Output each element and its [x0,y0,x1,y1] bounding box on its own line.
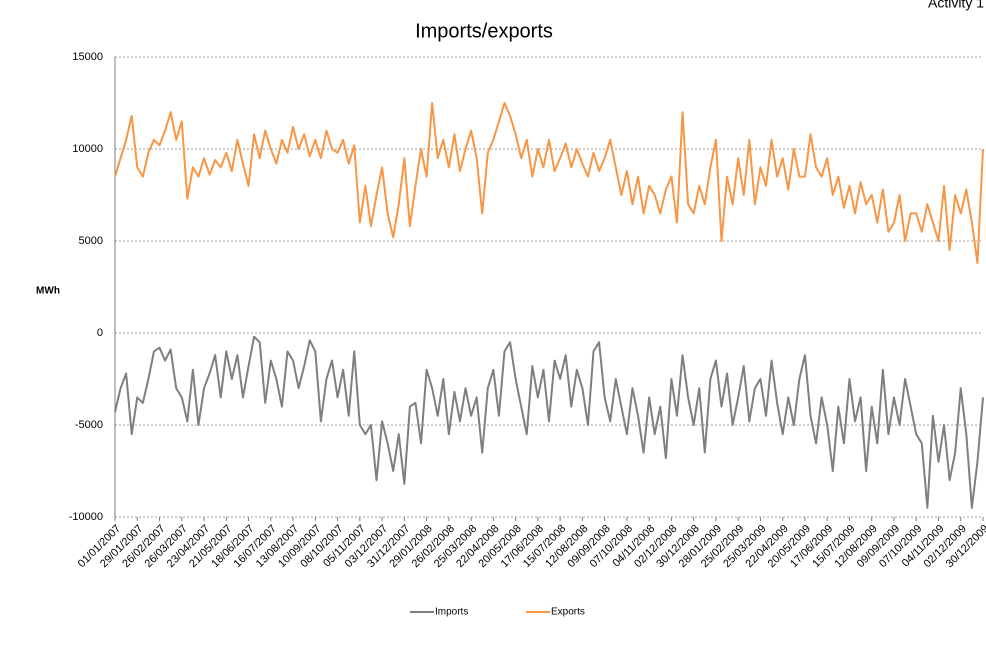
y-tick-label: 10000 [72,143,103,155]
line-series [114,335,984,509]
annotation: Activity 1 [928,0,984,11]
y-tick-label: -10000 [69,511,103,523]
line-series [114,102,984,265]
y-axis-label: MWh [36,286,60,297]
y-tick-label: 15000 [72,51,103,63]
chart-title: Imports/exports [415,20,553,42]
y-tick-label: 5000 [79,235,103,247]
y-tick-label: -5000 [75,419,103,431]
legend-label: Imports [435,607,468,618]
legend-label: Exports [551,607,585,618]
y-tick-label: 0 [97,327,103,339]
